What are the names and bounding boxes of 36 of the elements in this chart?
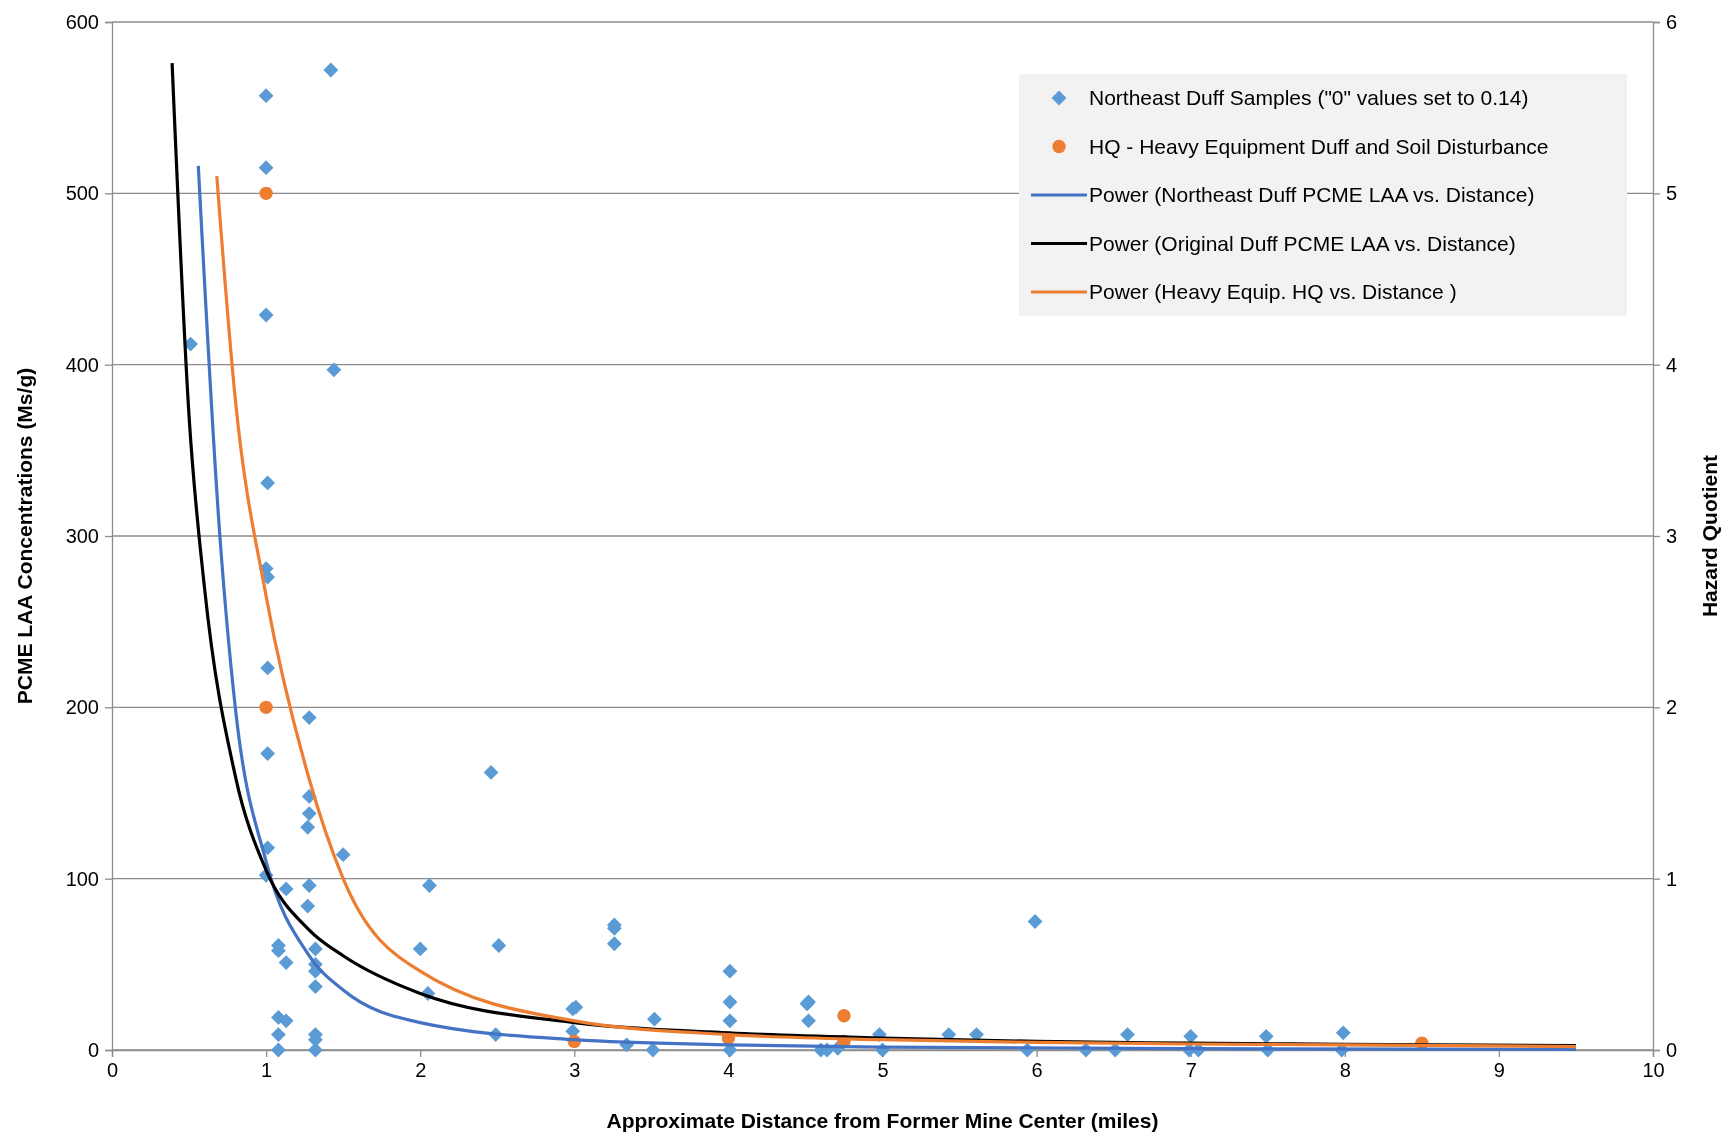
point <box>837 1009 851 1023</box>
x-tick-label: 4 <box>723 1059 735 1082</box>
y-tick-label: 0 <box>87 1038 99 1061</box>
y2-tick-label: 6 <box>1666 10 1678 33</box>
point <box>259 186 273 200</box>
y2-tick-label: 1 <box>1666 867 1678 890</box>
x-axis-title: Approximate Distance from Former Mine Center (miles) <box>606 1109 1159 1132</box>
legend-label: HQ - Heavy Equipment Duff and Soil Disturbance <box>1089 134 1549 158</box>
y-tick-label: 200 <box>65 696 99 719</box>
y2-tick-label: 5 <box>1666 182 1678 205</box>
x-tick-label: 6 <box>1031 1059 1043 1082</box>
legend-label: Northeast Duff Samples ("0" values set to 0.14) <box>1089 86 1529 110</box>
x-tick-label: 7 <box>1185 1059 1197 1082</box>
y-axis-title: PCME LAA Concentrations (Ms/g) <box>13 367 36 705</box>
x-tick-label: 1 <box>261 1059 273 1082</box>
y2-tick-label: 0 <box>1666 1038 1678 1061</box>
legend-label: Power (Northeast Duff PCME LAA vs. Distance) <box>1089 183 1535 207</box>
y-tick-label: 100 <box>65 867 99 890</box>
y-tick-label: 600 <box>65 10 99 33</box>
y2-tick-label: 2 <box>1666 696 1678 719</box>
legend-label: Power (Original Duff PCME LAA vs. Distance) <box>1089 231 1516 255</box>
y-tick-label: 300 <box>65 524 99 547</box>
y2-tick-label: 3 <box>1666 524 1678 547</box>
x-tick-label: 8 <box>1339 1059 1351 1082</box>
x-tick-label: 10 <box>1642 1059 1665 1082</box>
y2-tick-label: 4 <box>1666 353 1678 376</box>
x-tick-label: 9 <box>1493 1059 1505 1082</box>
x-tick-label: 3 <box>569 1059 581 1082</box>
legend-label: Power (Heavy Equip. HQ vs. Distance ) <box>1089 280 1457 304</box>
x-tick-label: 0 <box>106 1059 119 1082</box>
x-tick-label: 2 <box>415 1059 427 1082</box>
y2-axis-title: Hazard Quotient <box>1698 454 1721 618</box>
x-tick-label: 5 <box>877 1059 889 1082</box>
y-tick-label: 500 <box>65 182 99 205</box>
y-tick-label: 400 <box>65 353 99 376</box>
point <box>259 700 273 714</box>
